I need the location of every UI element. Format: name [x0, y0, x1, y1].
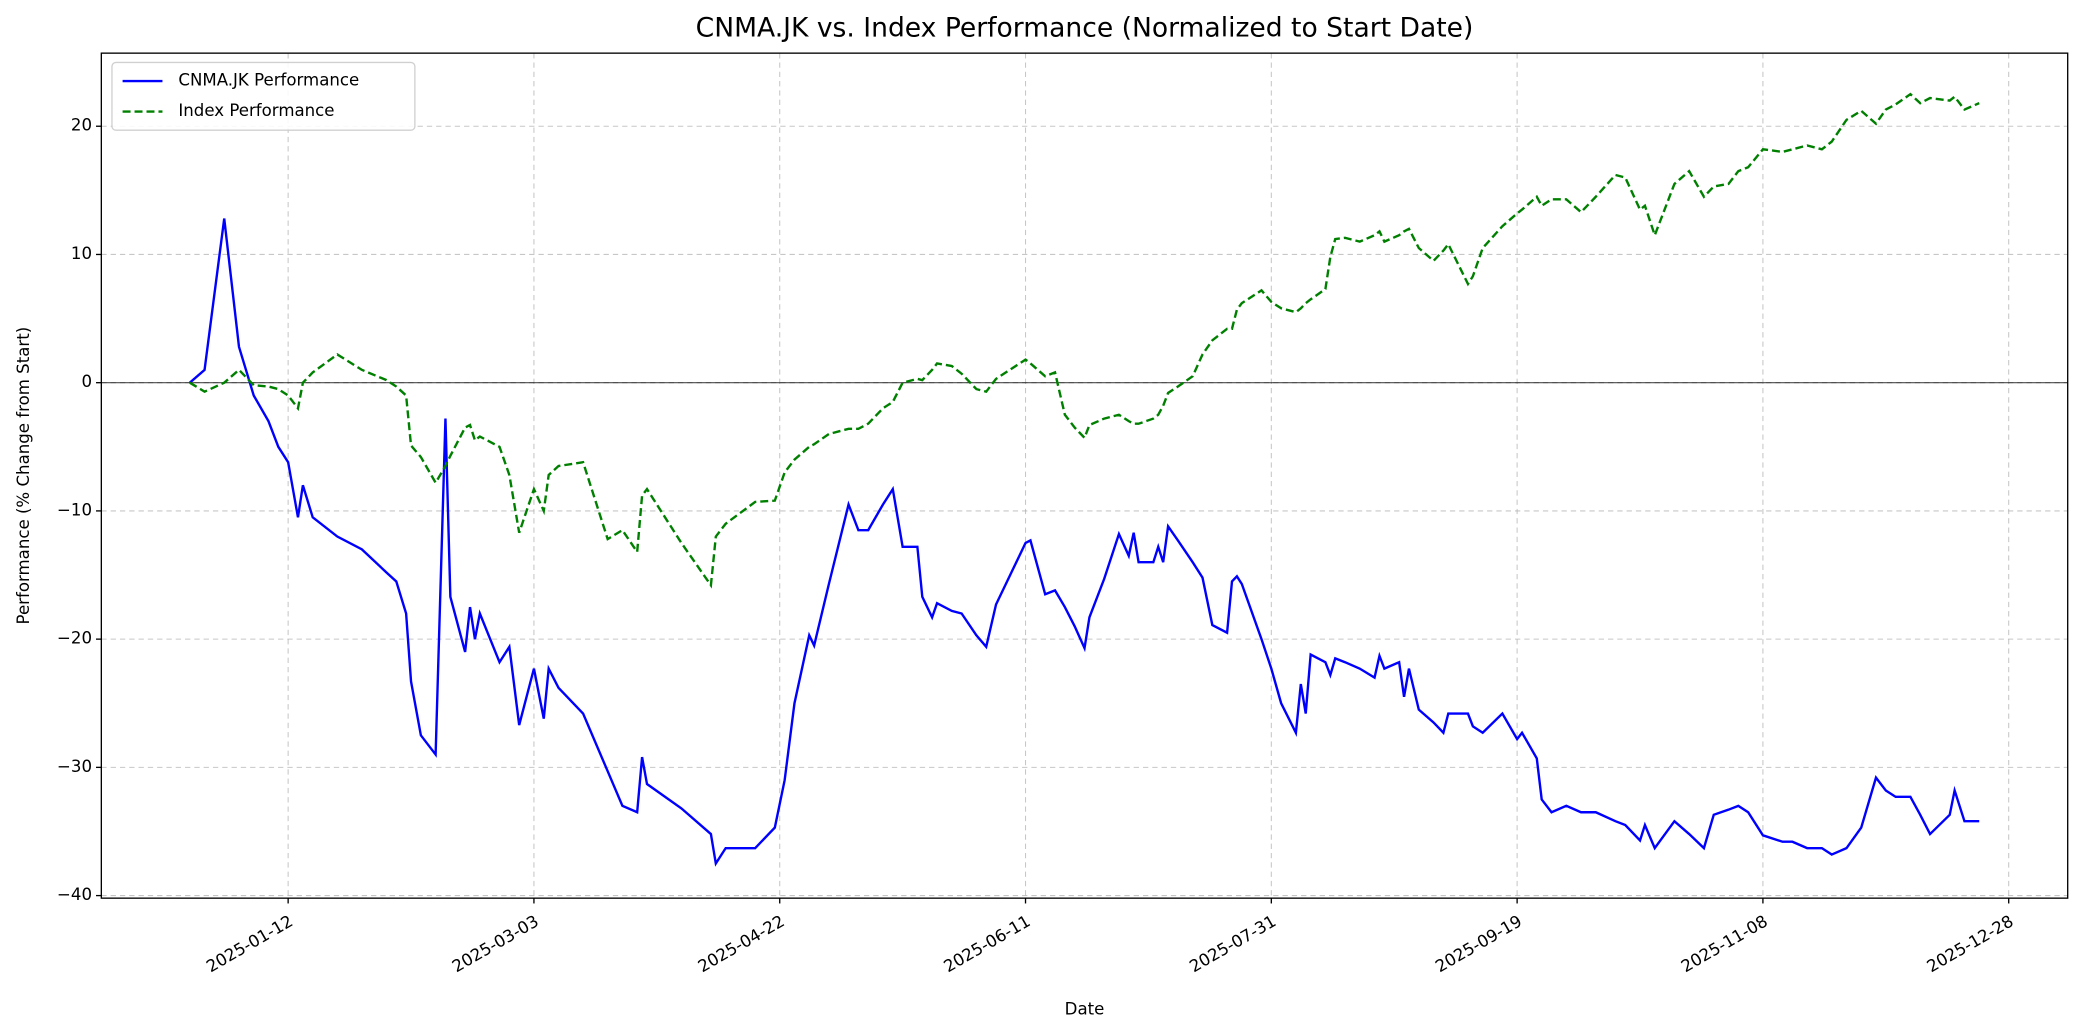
series-line — [189, 218, 1980, 867]
y-axis-label: Performance (% Change from Start) — [14, 327, 33, 625]
x-tick-label: 2025-04-22 — [695, 911, 788, 976]
x-tick-label: 2025-12-28 — [1924, 911, 2017, 976]
x-tick-label: 2025-11-08 — [1678, 911, 1771, 976]
plot-frame — [100, 52, 2069, 899]
legend-label: CNMA.JK Performance — [178, 71, 359, 90]
legend-box — [111, 61, 416, 131]
chart-title: CNMA.JK vs. Index Performance (Normalize… — [696, 13, 1474, 44]
x-tick-label: 2025-03-03 — [449, 911, 542, 976]
x-tick-label: 2025-06-11 — [941, 911, 1034, 976]
y-tick-label: −20 — [57, 629, 92, 648]
y-tick-label: −10 — [57, 500, 92, 519]
x-tick-label: 2025-01-12 — [203, 911, 296, 976]
x-axis-label: Date — [1065, 999, 1105, 1018]
y-tick-label: 10 — [71, 244, 92, 263]
x-tick-label: 2025-07-31 — [1186, 911, 1279, 976]
legend: CNMA.JK Performance Index Performance — [111, 61, 416, 131]
y-tick-label: 20 — [71, 116, 92, 135]
series-line — [189, 92, 1980, 589]
x-tick-label: 2025-09-19 — [1432, 911, 1525, 976]
legend-label: Index Performance — [178, 101, 334, 120]
y-tick-label: −40 — [57, 885, 92, 904]
y-tick-label: 0 — [81, 372, 92, 391]
y-tick-label: −30 — [57, 757, 92, 776]
